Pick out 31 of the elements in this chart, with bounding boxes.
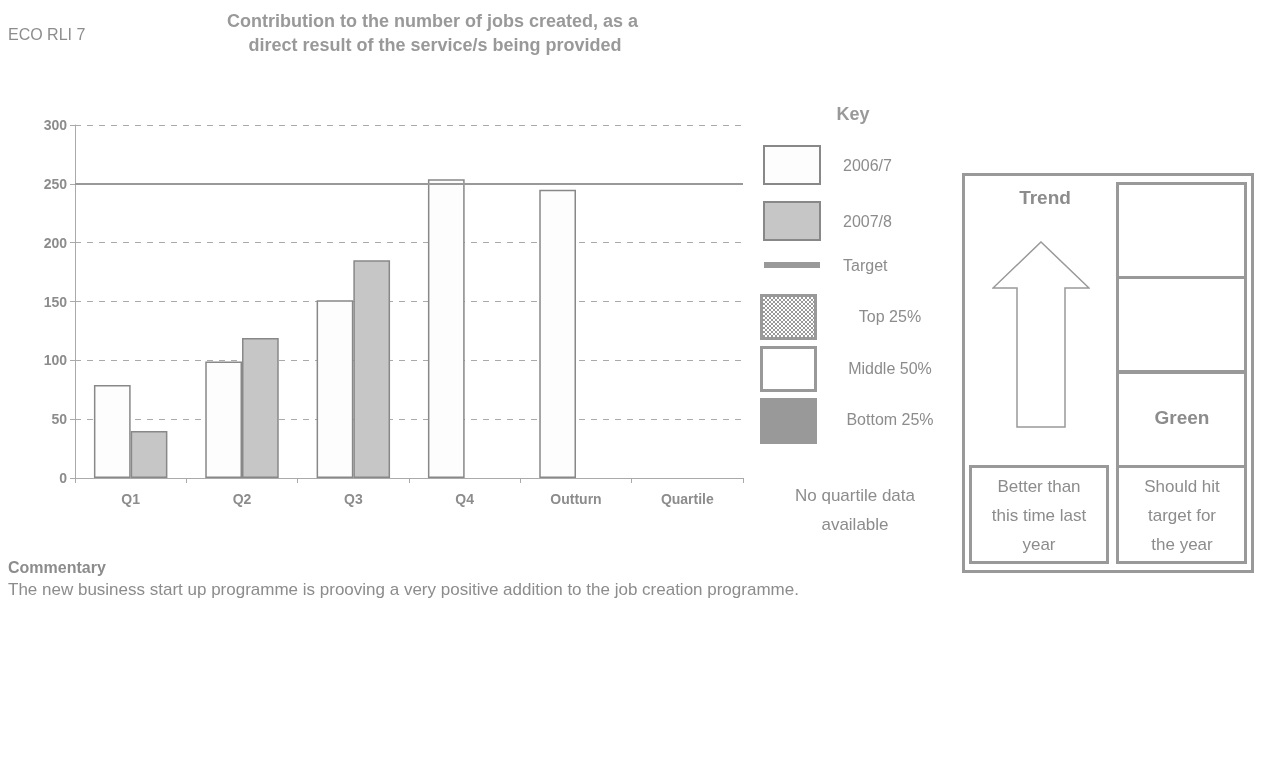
y-tick-label: 250: [43, 175, 68, 192]
y-tick-label: 150: [43, 293, 68, 310]
x-tick-label: Q2: [232, 491, 252, 507]
y-tick-label: 0: [59, 470, 68, 486]
text: Top 25%: [857, 308, 923, 326]
legend-label: 2006/7: [843, 156, 893, 174]
text: Bottom 25%: [845, 411, 935, 429]
text: Trend: [1018, 187, 1072, 209]
text: Green: [1153, 407, 1211, 429]
legend-label: 2007/8: [843, 212, 893, 230]
y-tick-label: 200: [43, 234, 68, 251]
x-tick-label: Quartile: [660, 491, 714, 507]
x-tick-label: Outturn: [550, 491, 602, 507]
y-tick-label: 50: [51, 411, 68, 428]
x-tick-label: Q1: [121, 491, 141, 507]
bar: [427, 179, 465, 478]
legend-label: Target: [843, 256, 889, 274]
text: No quartile data available: [794, 485, 916, 536]
y-tick-label: 100: [43, 352, 68, 369]
y-tick-label: 300: [43, 117, 68, 133]
text: Better than this time last year: [990, 476, 1088, 556]
text: Middle 50%: [847, 360, 933, 378]
text: The new business start up programme is prooving a very positive addition to the job creation programme.: [8, 580, 799, 600]
bar: [539, 189, 576, 478]
x-tick-label: Q4: [455, 491, 475, 507]
legend-title: Key: [836, 104, 870, 124]
chart-title: Contribution to the number of jobs created, as a direct result of the service/s being provided: [226, 11, 644, 55]
text: Should hit target for the year: [1143, 476, 1221, 556]
x-tick-label: Q3: [343, 491, 363, 507]
text: ECO RLI 7: [8, 26, 86, 44]
text: Commentary: [8, 559, 106, 577]
